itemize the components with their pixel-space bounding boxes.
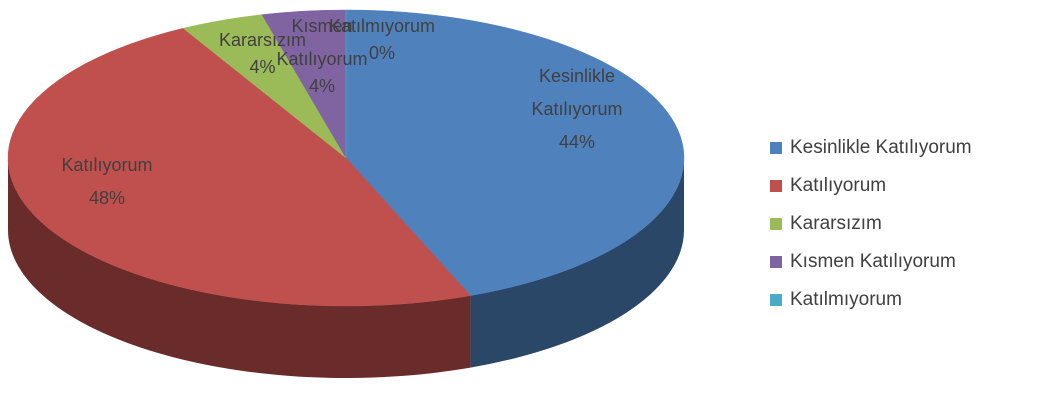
legend-item: Katılıyorum (770, 174, 886, 198)
legend-label: Katılıyorum (790, 175, 887, 196)
legend-label: Kısmen Katılıyorum (790, 251, 956, 272)
data-label-value: 4% (249, 57, 276, 77)
legend-item: Katılmıyorum (770, 288, 902, 312)
legend-label: Katılmıyorum (790, 289, 902, 310)
data-label: Kesinlikle Katılıyorum 44% (512, 60, 642, 159)
data-label-category: Kısmen Katılıyorum (276, 16, 368, 69)
pie-slice-side (8, 158, 471, 378)
data-label-value: 0% (368, 43, 395, 63)
data-label-category: Katılmıyorum (328, 16, 436, 36)
legend-swatch (770, 218, 782, 230)
data-label: Katılmıyorum 0% (327, 10, 437, 70)
legend-label: Kararsızım (790, 213, 882, 234)
pie-slice (345, 9, 685, 296)
data-label: Katılıyorum 48% (32, 149, 182, 215)
legend-swatch (770, 256, 782, 268)
data-label-category: Katılıyorum (61, 155, 153, 175)
pie-slice (7, 28, 471, 307)
data-label-value: 48% (88, 188, 126, 208)
legend-item: Kısmen Katılıyorum (770, 250, 956, 274)
pie-slice-side (470, 158, 684, 368)
data-label-category: Kararsızım (218, 30, 306, 50)
legend-swatch (770, 294, 782, 306)
data-label: Kararsızım 4% (210, 24, 315, 84)
data-label-category: Kesinlikle Katılıyorum (531, 66, 623, 119)
data-label-value: 44% (558, 132, 596, 152)
data-label: Kısmen Katılıyorum 4% (262, 10, 382, 103)
data-label-value: 4% (308, 76, 335, 96)
legend-swatch (770, 142, 782, 154)
legend-item: Kesinlikle Katılıyorum (770, 136, 972, 160)
legend-swatch (770, 180, 782, 192)
legend-label: Kesinlikle Katılıyorum (790, 137, 972, 158)
legend-item: Kararsızım (770, 212, 882, 236)
